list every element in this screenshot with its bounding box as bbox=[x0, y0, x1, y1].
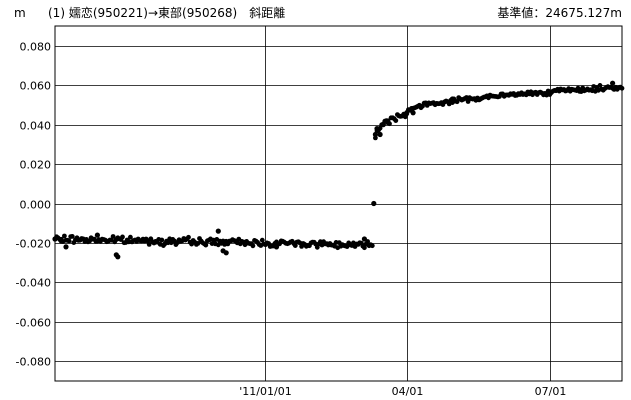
data-point bbox=[66, 238, 72, 244]
data-point bbox=[203, 242, 209, 248]
data-point bbox=[127, 234, 133, 240]
data-point bbox=[273, 244, 280, 250]
data-point bbox=[410, 110, 416, 116]
data-point bbox=[377, 131, 383, 138]
data-point bbox=[514, 92, 520, 98]
data-point bbox=[465, 99, 471, 104]
y-tick-label: 0.080 bbox=[20, 41, 52, 54]
grid bbox=[55, 26, 622, 381]
data-point bbox=[597, 83, 603, 88]
data-point bbox=[63, 244, 69, 250]
data-point bbox=[94, 232, 100, 238]
data-point bbox=[110, 234, 116, 239]
y-tick-label: 0.040 bbox=[20, 120, 52, 133]
data-point bbox=[259, 237, 265, 243]
x-tick-label: '11/01/01 bbox=[239, 385, 291, 398]
data-point bbox=[215, 228, 221, 234]
data-points bbox=[52, 80, 625, 260]
y-tick-label: -0.060 bbox=[16, 317, 51, 330]
data-point bbox=[385, 120, 391, 126]
data-point bbox=[186, 234, 191, 240]
y-unit-label: m bbox=[14, 6, 26, 20]
chart-title: (1) 嬬恋(950221)→東部(950268) 斜距離 bbox=[48, 5, 285, 20]
base-value-label: 基準値：24675.127m bbox=[497, 5, 622, 20]
y-tick-label: -0.020 bbox=[16, 238, 51, 251]
x-tick-label: 07/01 bbox=[535, 385, 567, 398]
data-point bbox=[159, 237, 165, 243]
data-point bbox=[120, 234, 125, 240]
data-point bbox=[371, 200, 377, 207]
data-point bbox=[58, 238, 64, 244]
data-point bbox=[361, 236, 367, 242]
data-point bbox=[454, 99, 460, 105]
y-tick-label: 0.020 bbox=[20, 159, 52, 172]
data-point bbox=[362, 245, 367, 251]
x-axis-ticks: '11/01/01 04/01 07/01 bbox=[239, 385, 566, 398]
data-point bbox=[380, 122, 386, 128]
data-point bbox=[250, 243, 256, 249]
y-tick-label: -0.040 bbox=[16, 277, 51, 290]
y-tick-label: 0.060 bbox=[20, 80, 52, 93]
data-point bbox=[223, 250, 229, 256]
data-point bbox=[449, 96, 455, 102]
plot-frame bbox=[54, 25, 623, 382]
y-tick-label: -0.080 bbox=[16, 356, 51, 369]
y-axis-ticks: -0.080 -0.060 -0.040 -0.020 0.000 0.020 0.040 0… bbox=[16, 41, 51, 369]
y-tick-label: 0.000 bbox=[20, 199, 52, 212]
data-point bbox=[393, 118, 399, 123]
data-point bbox=[577, 88, 583, 94]
x-tick-label: 04/01 bbox=[392, 385, 424, 398]
data-point bbox=[62, 233, 67, 239]
data-point bbox=[115, 254, 121, 260]
data-point bbox=[368, 242, 374, 248]
data-point bbox=[372, 131, 378, 138]
data-point bbox=[374, 126, 380, 132]
data-point bbox=[69, 234, 75, 239]
data-point bbox=[146, 242, 152, 247]
data-point bbox=[610, 80, 616, 86]
